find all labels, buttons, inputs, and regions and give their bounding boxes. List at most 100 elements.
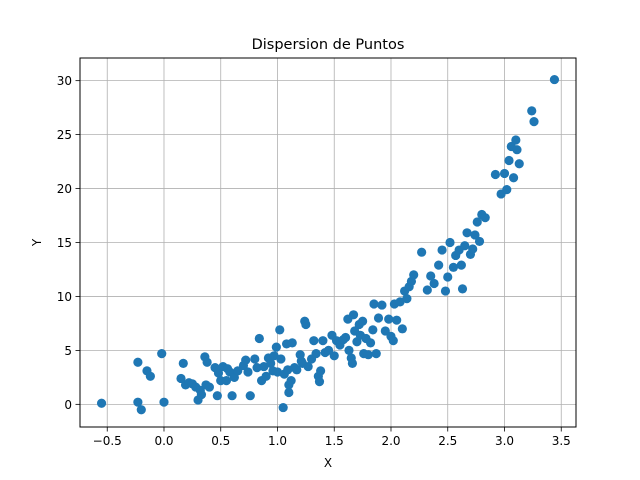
y-tick-label: 30	[57, 74, 72, 88]
data-point	[196, 390, 207, 400]
data-point	[212, 391, 222, 401]
data-point	[227, 391, 237, 401]
x-tick-label: 1.5	[325, 434, 344, 448]
y-tick-label: 5	[64, 344, 72, 358]
data-point	[490, 169, 501, 180]
data-point	[278, 402, 288, 413]
y-axis-label: Y	[30, 238, 44, 247]
data-point	[429, 278, 439, 289]
data-point	[373, 313, 384, 323]
data-point	[340, 332, 351, 343]
y-tick-label: 25	[57, 128, 72, 142]
data-point	[456, 260, 466, 270]
data-point	[462, 228, 472, 238]
data-point	[392, 315, 402, 325]
data-point	[434, 260, 444, 270]
data-point	[176, 373, 186, 384]
data-point	[426, 271, 436, 281]
data-point	[365, 338, 376, 348]
data-point	[266, 358, 276, 368]
x-tick-label: 1.0	[268, 434, 287, 448]
data-point	[261, 371, 271, 381]
data-point	[529, 117, 539, 127]
data-point	[363, 350, 373, 360]
data-point	[437, 245, 447, 255]
data-point	[286, 376, 296, 386]
data-point	[250, 354, 260, 364]
data-point	[549, 74, 560, 85]
y-tick-label: 10	[57, 290, 72, 304]
data-point	[292, 365, 302, 375]
data-point	[287, 338, 297, 348]
data-point	[309, 336, 319, 346]
x-tick-label: 0.5	[211, 434, 230, 448]
data-point	[213, 368, 224, 378]
data-points	[96, 74, 560, 415]
data-point	[402, 294, 412, 304]
data-point	[448, 262, 459, 272]
data-point	[269, 351, 279, 361]
data-point	[178, 358, 188, 368]
data-point	[371, 349, 381, 359]
data-point	[508, 173, 519, 183]
data-point	[157, 349, 167, 359]
data-point	[259, 361, 269, 372]
data-point	[347, 358, 358, 368]
data-point	[388, 336, 398, 346]
x-tick-label: 3.5	[552, 434, 571, 448]
data-point	[245, 391, 255, 401]
data-point	[311, 349, 321, 359]
data-point	[422, 285, 432, 295]
data-point	[204, 382, 214, 392]
x-tick-label: 3.0	[495, 434, 514, 448]
data-point	[241, 355, 251, 365]
data-point	[417, 247, 427, 257]
data-point	[368, 325, 378, 335]
data-point	[377, 300, 387, 310]
data-point	[96, 398, 107, 408]
data-point	[303, 361, 313, 372]
data-point	[409, 270, 419, 280]
y-axis-ticks: 0 5 10 15 20 25 30	[57, 74, 80, 412]
data-point	[145, 371, 155, 381]
data-point	[316, 366, 326, 376]
data-point	[348, 310, 359, 320]
data-point	[133, 397, 143, 407]
data-point	[301, 319, 311, 330]
data-point	[443, 272, 453, 282]
data-point	[502, 185, 512, 195]
data-point	[133, 357, 143, 367]
data-point	[252, 363, 262, 373]
y-tick-label: 0	[64, 398, 72, 412]
x-tick-label: 0.0	[154, 434, 173, 448]
data-point	[457, 284, 468, 294]
data-point	[445, 237, 455, 248]
data-point	[504, 155, 514, 166]
data-point	[284, 387, 294, 398]
x-tick-label: 2.5	[438, 434, 457, 448]
data-point	[276, 354, 286, 364]
data-point	[369, 299, 379, 309]
data-point	[470, 230, 480, 240]
x-tick-label: −0.5	[93, 434, 122, 448]
data-point	[514, 159, 524, 169]
data-point	[329, 351, 339, 361]
data-point	[397, 324, 407, 334]
data-point	[440, 286, 451, 296]
chart-title: Dispersion de Puntos	[252, 37, 405, 53]
data-point	[472, 217, 482, 227]
data-point	[527, 106, 537, 116]
data-point	[202, 357, 212, 367]
data-point	[512, 145, 522, 155]
data-point	[468, 244, 478, 254]
data-point	[384, 314, 394, 324]
data-point	[460, 241, 470, 251]
data-point	[254, 333, 264, 344]
data-point	[243, 367, 253, 377]
data-point	[344, 345, 354, 355]
data-point	[136, 405, 146, 415]
x-axis-label: X	[324, 456, 332, 470]
data-point	[318, 336, 328, 346]
x-axis-ticks: −0.5 0.0 0.5 1.0 1.5 2.0 2.5 3.0 3.5	[93, 427, 571, 448]
